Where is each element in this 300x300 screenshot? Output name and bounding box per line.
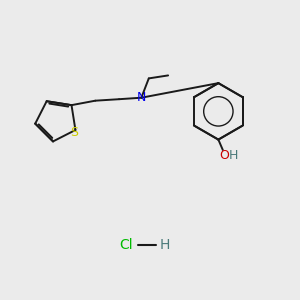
Text: H: H [229,149,238,162]
Text: S: S [70,127,78,140]
Text: H: H [160,238,170,252]
Text: O: O [219,149,229,162]
Text: N: N [137,91,146,104]
Text: Cl: Cl [119,238,133,252]
